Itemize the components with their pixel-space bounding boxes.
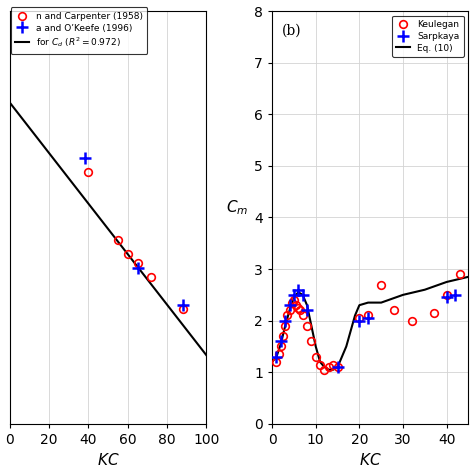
- Legend: n and Carpenter (1958), a and O’Keefe (1996), for $C_d$ ($R^2 = 0.972$): n and Carpenter (1958), a and O’Keefe (1…: [10, 7, 147, 54]
- X-axis label: $KC$: $KC$: [97, 453, 119, 468]
- Text: (b): (b): [282, 23, 301, 37]
- Y-axis label: $C_m$: $C_m$: [227, 199, 249, 218]
- Legend: Keulegan, Sarpkaya, Eq. (10): Keulegan, Sarpkaya, Eq. (10): [392, 16, 464, 57]
- X-axis label: $KC$: $KC$: [359, 453, 382, 468]
